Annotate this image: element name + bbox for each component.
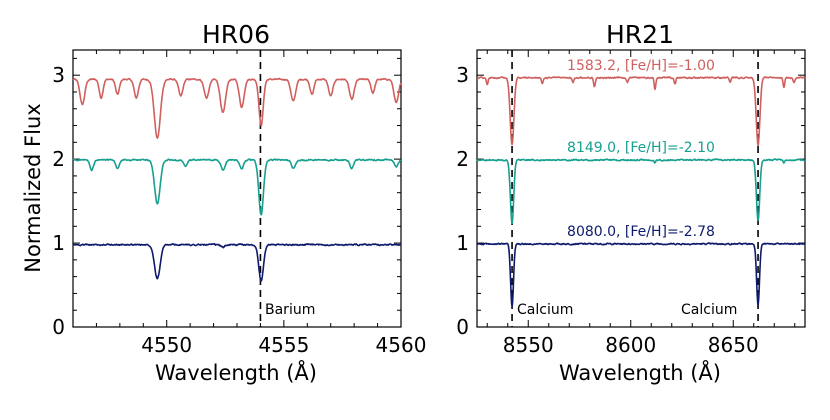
x-axis-label: Wavelength (Å): [559, 359, 721, 385]
calcium-label-right: Calcium: [681, 302, 737, 318]
y-tick-label: 0: [52, 315, 65, 339]
x-tick-label: 8650: [708, 333, 759, 357]
y-tick-label: 2: [456, 147, 469, 171]
spectrum-1583.2: [72, 77, 402, 139]
y-tick-label: 3: [456, 63, 469, 87]
plot-frame: [72, 49, 402, 328]
series-label-8080: 8080.0, [Fe/H]=-2.78: [567, 224, 715, 240]
x-tick-label: 4560: [376, 333, 427, 357]
spectrum-8080.0: [72, 243, 402, 282]
y-tick-label: 3: [52, 63, 65, 87]
barium-label: Barium: [265, 302, 315, 318]
x-tick-label: 8600: [605, 333, 656, 357]
y-tick-label: 1: [52, 231, 65, 255]
series-label-1583: 1583.2, [Fe/H]=-1.00: [567, 58, 715, 74]
panel-hr06: HR06 4550 4555 4560 0 1 2 3 Barium Wavelength …: [21, 20, 426, 385]
spectrum-1583.2: [476, 76, 806, 147]
spectrum-8149.0: [72, 158, 402, 216]
spectrum-8149.0: [476, 158, 806, 225]
y-tick-label: 2: [52, 147, 65, 171]
panel-title: HR06: [202, 20, 270, 49]
panel-hr21: HR21 8550 8600 8650 0 1 2 3 1583.2, [Fe/H]=-1.…: [456, 20, 806, 385]
x-axis-label: Wavelength (Å): [155, 359, 317, 385]
y-tick-label: 1: [456, 231, 469, 255]
y-axis-label: Normalized Flux: [21, 103, 45, 272]
y-tick-label: 0: [456, 315, 469, 339]
series-label-8149: 8149.0, [Fe/H]=-2.10: [567, 140, 715, 156]
panel-title: HR21: [606, 20, 674, 49]
calcium-label-left: Calcium: [517, 302, 573, 318]
x-tick-label: 8550: [503, 333, 554, 357]
plot-frame: [476, 49, 806, 328]
x-tick-label: 4555: [258, 333, 309, 357]
spectrum-8080.0: [476, 242, 806, 308]
x-tick-label: 4550: [141, 333, 192, 357]
